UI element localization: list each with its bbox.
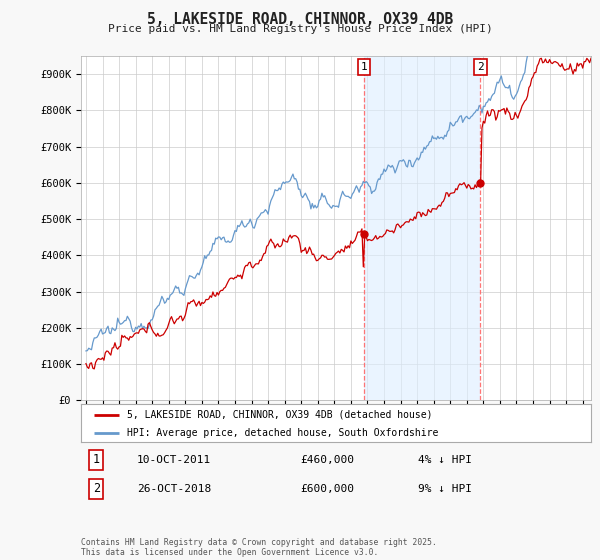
Text: HPI: Average price, detached house, South Oxfordshire: HPI: Average price, detached house, Sout… — [127, 428, 438, 438]
Text: 2: 2 — [477, 62, 484, 72]
Text: 4% ↓ HPI: 4% ↓ HPI — [418, 455, 472, 465]
Bar — [364, 56, 481, 400]
Text: £600,000: £600,000 — [300, 484, 354, 494]
Text: Price paid vs. HM Land Registry's House Price Index (HPI): Price paid vs. HM Land Registry's House … — [107, 24, 493, 34]
Text: 5, LAKESIDE ROAD, CHINNOR, OX39 4DB (detached house): 5, LAKESIDE ROAD, CHINNOR, OX39 4DB (det… — [127, 410, 433, 420]
Text: £460,000: £460,000 — [300, 455, 354, 465]
Text: 10-OCT-2011: 10-OCT-2011 — [137, 455, 211, 465]
Text: 9% ↓ HPI: 9% ↓ HPI — [418, 484, 472, 494]
Text: 1: 1 — [93, 454, 100, 466]
Text: 26-OCT-2018: 26-OCT-2018 — [137, 484, 211, 494]
Text: 1: 1 — [361, 62, 367, 72]
Text: 2: 2 — [93, 482, 100, 496]
Text: Contains HM Land Registry data © Crown copyright and database right 2025.
This d: Contains HM Land Registry data © Crown c… — [81, 538, 437, 557]
Text: 5, LAKESIDE ROAD, CHINNOR, OX39 4DB: 5, LAKESIDE ROAD, CHINNOR, OX39 4DB — [147, 12, 453, 27]
